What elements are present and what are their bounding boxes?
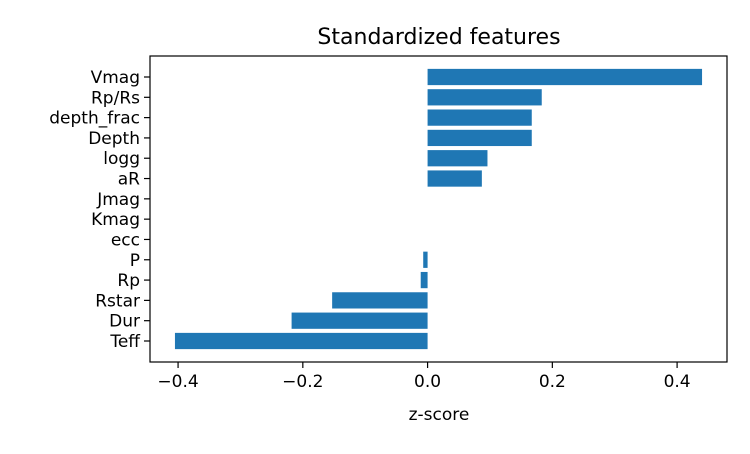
- y-tick-label-ecc: ecc: [111, 230, 140, 250]
- y-tick-label-vmag: Vmag: [91, 68, 140, 88]
- y-tick-label-rp-rs: Rp/Rs: [91, 88, 140, 108]
- chart-title: Standardized features: [317, 25, 560, 50]
- y-tick-label-kmag: Kmag: [91, 210, 140, 230]
- bar-teff: [174, 332, 428, 350]
- x-tick-label: −0.2: [282, 372, 323, 392]
- bar-rstar: [332, 292, 428, 309]
- y-tick-label-ar: aR: [118, 170, 140, 190]
- bars-layer: [174, 68, 703, 350]
- y-tick-label-dur: Dur: [109, 312, 140, 332]
- bar-ar: [427, 170, 482, 187]
- bar-vmag: [427, 68, 703, 86]
- y-tick-label-p: P: [130, 251, 140, 271]
- y-tick-label-depth: Depth: [88, 129, 140, 149]
- bar-p: [423, 251, 428, 268]
- x-tick-label: 0.4: [664, 372, 691, 392]
- y-tick-label-rp: Rp: [117, 271, 140, 291]
- x-tick-label: −0.4: [157, 372, 198, 392]
- x-axis-label: z-score: [409, 405, 470, 425]
- bar-dur: [291, 312, 428, 329]
- plot-frame: [149, 55, 728, 363]
- bar-rp: [420, 271, 428, 289]
- y-tick-label-depth-frac: depth_frac: [49, 109, 140, 129]
- bar-depth: [427, 129, 532, 147]
- x-tick-label: 0.2: [539, 372, 566, 392]
- y-axis: TeffDurRstarRpPeccKmagJmagaRloggDepthdep…: [49, 68, 150, 352]
- x-tick-label: 0.0: [414, 372, 441, 392]
- y-tick-label-logg: logg: [103, 149, 140, 169]
- x-axis: −0.4 −0.2 0.0 0.2 0.4: [157, 362, 691, 392]
- bar-depth-frac: [427, 109, 532, 126]
- bar-logg: [427, 150, 488, 167]
- y-tick-label-teff: Teff: [109, 332, 141, 352]
- y-tick-label-jmag: Jmag: [96, 190, 140, 210]
- y-tick-label-rstar: Rstar: [95, 291, 140, 311]
- bar-rp-rs: [427, 89, 542, 106]
